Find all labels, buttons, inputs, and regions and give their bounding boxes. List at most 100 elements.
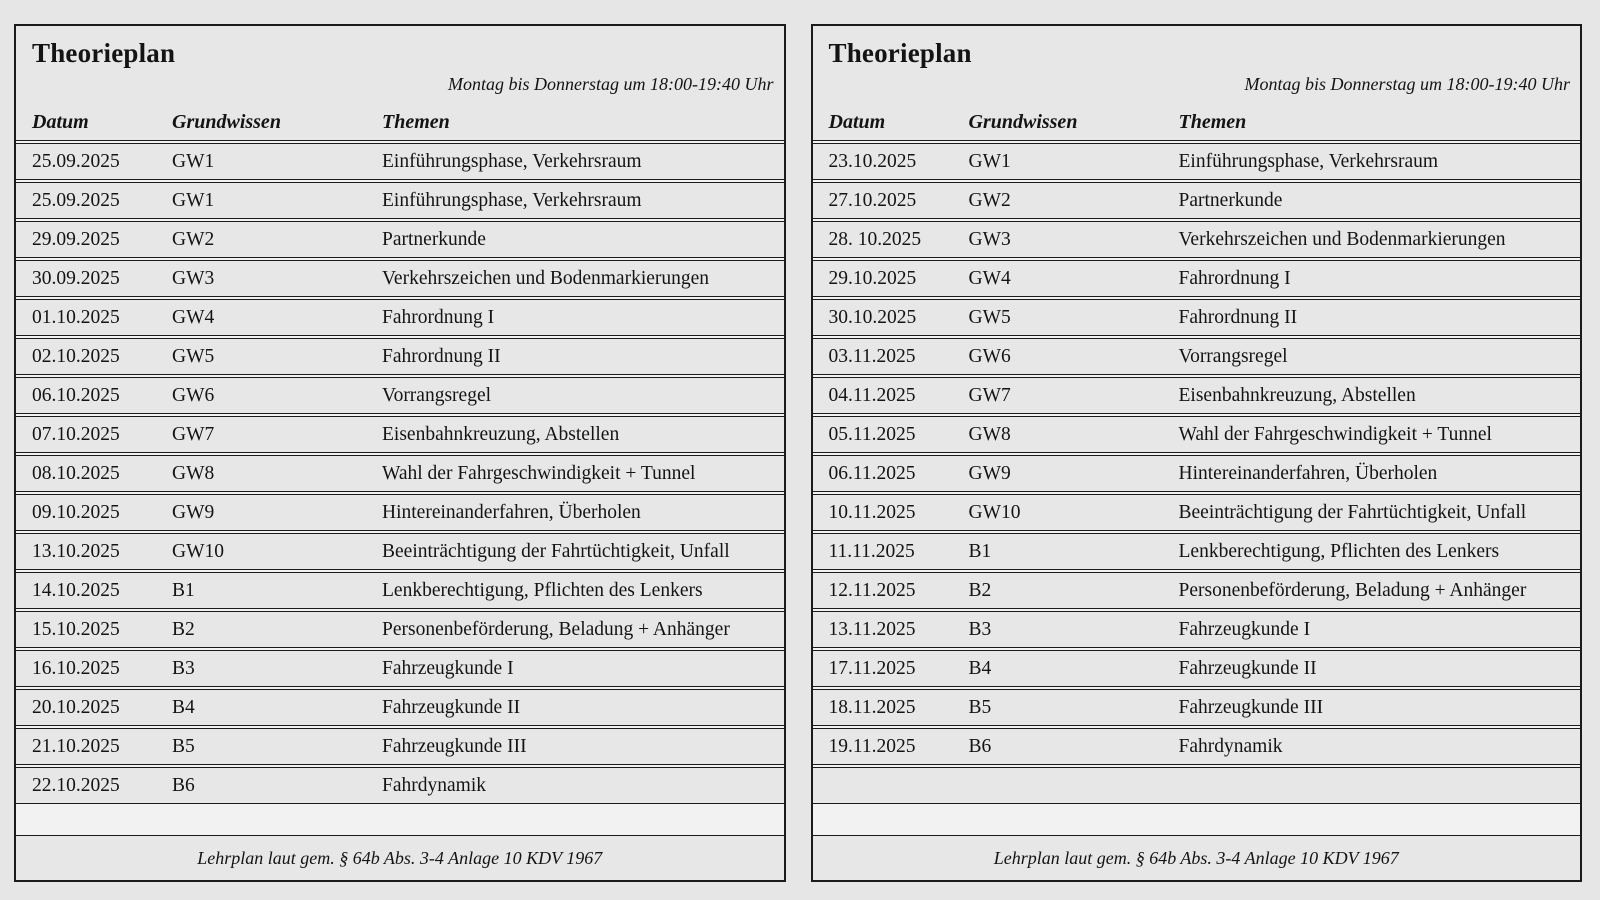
cell-themen: Beeinträchtigung der Fahrtüchtigkeit, Un…	[1178, 501, 1527, 523]
table-row: 23.10.2025 GW1 Einführungsphase, Verkehr…	[812, 143, 1580, 180]
cell-datum: 25.09.2025	[32, 189, 120, 211]
table-row: 07.10.2025 GW7 Eisenbahnkreuzung, Abstel…	[16, 416, 784, 453]
cell-themen: Wahl der Fahrgeschwindigkeit + Tunnel	[1178, 423, 1492, 445]
cell-grundwissen: GW5	[968, 306, 1011, 328]
cell-datum: 01.10.2025	[32, 306, 120, 328]
table-row: 25.09.2025 GW1 Einführungsphase, Verkehr…	[16, 143, 784, 180]
sheet-header: Theorieplan Montag bis Donnerstag um 18:…	[812, 26, 1580, 141]
footer-note: Lehrplan laut gem. § 64b Abs. 3-4 Anlage…	[812, 835, 1580, 880]
cell-themen: Verkehrszeichen und Bodenmarkierungen	[382, 267, 710, 289]
cell-themen: Fahrordnung II	[382, 345, 501, 367]
cell-datum: 16.10.2025	[32, 657, 120, 679]
cell-themen: Eisenbahnkreuzung, Abstellen	[382, 423, 620, 445]
column-header-grundwissen: Grundwissen	[172, 111, 281, 133]
cell-grundwissen: B3	[968, 618, 992, 640]
cell-themen: Fahrzeugkunde I	[1178, 618, 1311, 640]
cell-datum: 29.10.2025	[828, 267, 917, 289]
table-row: 02.10.2025 GW5 Fahrordnung II	[16, 338, 784, 375]
table-row: 15.10.2025 B2 Personenbeförderung, Belad…	[16, 611, 784, 648]
cell-grundwissen: GW1	[968, 150, 1011, 172]
schedule-note: Montag bis Donnerstag um 18:00-19:40 Uhr	[448, 74, 774, 94]
table-row: 13.11.2025 B3 Fahrzeugkunde I	[812, 611, 1580, 648]
cell-grundwissen: GW2	[172, 228, 215, 250]
column-header-datum: Datum	[32, 111, 89, 133]
table-row: 03.11.2025 GW6 Vorrangsregel	[812, 338, 1580, 375]
table-row: 06.11.2025 GW9 Hintereinanderfahren, Übe…	[812, 455, 1580, 492]
cell-datum: 21.10.2025	[32, 735, 120, 757]
cell-grundwissen: GW3	[968, 228, 1011, 250]
cell-grundwissen: B5	[968, 696, 992, 718]
column-header-themen: Themen	[382, 111, 450, 133]
table-body: 23.10.2025 GW1 Einführungsphase, Verkehr…	[812, 141, 1580, 833]
cell-themen: Fahrzeugkunde II	[1178, 657, 1317, 679]
table-row: 22.10.2025 B6 Fahrdynamik	[16, 767, 784, 804]
table-row: 30.09.2025 GW3 Verkehrszeichen und Boden…	[16, 260, 784, 297]
cell-themen: Vorrangsregel	[1178, 345, 1288, 367]
cell-grundwissen: GW4	[172, 306, 215, 328]
cell-datum: 11.11.2025	[828, 540, 915, 562]
cell-datum: 06.11.2025	[828, 462, 916, 484]
footer-note: Lehrplan laut gem. § 64b Abs. 3-4 Anlage…	[16, 835, 784, 880]
cell-grundwissen: GW1	[172, 150, 215, 172]
cell-datum: 18.11.2025	[828, 696, 916, 718]
cell-grundwissen: B1	[172, 579, 195, 601]
table-row: 30.10.2025 GW5 Fahrordnung II	[812, 299, 1580, 336]
cell-datum: 10.11.2025	[828, 501, 916, 523]
cell-themen: Fahrordnung II	[1178, 306, 1298, 328]
cell-datum: 08.10.2025	[32, 462, 120, 484]
cell-datum: 19.11.2025	[828, 735, 916, 757]
cell-grundwissen: GW6	[968, 345, 1011, 367]
table-row: 08.10.2025 GW8 Wahl der Fahrgeschwindigk…	[16, 455, 784, 492]
cell-themen: Fahrdynamik	[1178, 735, 1283, 757]
table-row: 29.09.2025 GW2 Partnerkunde	[16, 221, 784, 258]
cell-datum: 17.11.2025	[828, 657, 916, 679]
table-row: 10.11.2025 GW10 Beeinträchtigung der Fah…	[812, 494, 1580, 531]
cell-themen: Fahrzeugkunde I	[382, 657, 514, 679]
cell-grundwissen: GW9	[968, 462, 1011, 484]
cell-datum: 07.10.2025	[32, 423, 120, 445]
cell-grundwissen: B5	[172, 735, 195, 757]
cell-themen: Fahrzeugkunde II	[382, 696, 521, 718]
cell-grundwissen: B1	[968, 540, 992, 562]
table-row: 29.10.2025 GW4 Fahrordnung I	[812, 260, 1580, 297]
cell-grundwissen: B6	[968, 735, 992, 757]
table-row: 05.11.2025 GW8 Wahl der Fahrgeschwindigk…	[812, 416, 1580, 453]
cell-themen: Verkehrszeichen und Bodenmarkierungen	[1178, 228, 1506, 250]
cell-datum: 22.10.2025	[32, 774, 120, 796]
cell-datum: 09.10.2025	[32, 501, 120, 523]
column-headers: Datum Grundwissen Themen	[16, 111, 784, 134]
cell-themen: Personenbeförderung, Beladung + Anhänger	[382, 618, 730, 640]
cell-themen: Fahrordnung I	[382, 306, 495, 328]
cell-grundwissen: GW2	[968, 189, 1011, 211]
cell-grundwissen: GW4	[968, 267, 1011, 289]
cell-themen: Partnerkunde	[1178, 189, 1283, 211]
cell-grundwissen: GW3	[172, 267, 215, 289]
table-row	[812, 767, 1580, 804]
cell-grundwissen: GW1	[172, 189, 215, 211]
cell-themen: Partnerkunde	[382, 228, 486, 250]
table-row: 21.10.2025 B5 Fahrzeugkunde III	[16, 728, 784, 765]
theorieplan-sheet-left: Theorieplan Montag bis Donnerstag um 18:…	[14, 24, 786, 882]
column-header-grundwissen: Grundwissen	[968, 111, 1078, 133]
cell-grundwissen: GW5	[172, 345, 215, 367]
cell-themen: Einführungsphase, Verkehrsraum	[382, 189, 642, 211]
table-row: 17.11.2025 B4 Fahrzeugkunde II	[812, 650, 1580, 687]
cell-datum: 05.11.2025	[828, 423, 916, 445]
cell-datum: 03.11.2025	[828, 345, 916, 367]
sheet-title: Theorieplan	[32, 38, 176, 68]
cell-grundwissen: GW8	[172, 462, 215, 484]
cell-grundwissen: GW6	[172, 384, 215, 406]
cell-datum: 23.10.2025	[828, 150, 917, 172]
cell-datum: 14.10.2025	[32, 579, 120, 601]
cell-themen: Lenkberechtigung, Pflichten des Lenkers	[382, 579, 703, 601]
cell-grundwissen: GW7	[172, 423, 215, 445]
schedule-note: Montag bis Donnerstag um 18:00-19:40 Uhr	[1244, 74, 1571, 94]
cell-themen: Lenkberechtigung, Pflichten des Lenkers	[1178, 540, 1500, 562]
cell-grundwissen: GW9	[172, 501, 215, 523]
cell-themen: Fahrzeugkunde III	[1178, 696, 1324, 718]
cell-datum: 04.11.2025	[828, 384, 916, 406]
cell-datum: 30.09.2025	[32, 267, 120, 289]
cell-themen: Personenbeförderung, Beladung + Anhänger	[1178, 579, 1527, 601]
cell-themen: Beeinträchtigung der Fahrtüchtigkeit, Un…	[382, 540, 730, 562]
